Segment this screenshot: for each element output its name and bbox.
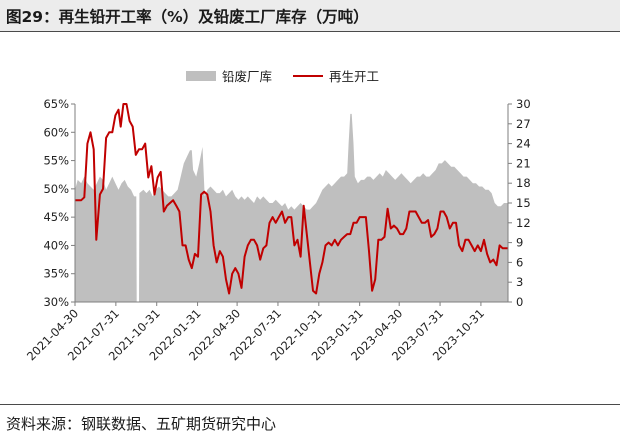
source-note: 资料来源：钢联数据、五矿期货研究中心 [6, 415, 277, 433]
right-tick-label: 18 [516, 176, 531, 190]
right-tick-label: 21 [516, 156, 531, 170]
left-tick-label: 40% [43, 238, 69, 252]
right-tick-label: 27 [516, 117, 531, 131]
area-layer [75, 113, 508, 303]
inventory-area [75, 113, 508, 303]
operating-rate-line [75, 103, 508, 295]
right-tick-label: 9 [516, 236, 523, 250]
left-tick-label: 45% [43, 210, 69, 224]
legend-swatch-inventory [186, 71, 216, 81]
legend: 铅废厂库 再生开工 [186, 69, 379, 84]
left-tick-label: 55% [43, 154, 69, 168]
left-tick-label: 35% [43, 267, 69, 281]
chart: 铅废厂库 再生开工 30% 35% 40% 45% 50% 55% 60% 65% 0 3 6 9 12 1… [24, 69, 531, 363]
left-tick-label: 30% [43, 295, 69, 309]
legend-label-operating-rate: 再生开工 [329, 69, 379, 84]
right-tick-label: 0 [516, 295, 523, 309]
right-tick-label: 12 [516, 216, 531, 230]
right-tick-label: 6 [516, 255, 523, 269]
left-tick-label: 50% [43, 182, 69, 196]
source-bar: 资料来源：钢联数据、五矿期货研究中心 [0, 404, 620, 440]
left-tick-label: 65% [43, 97, 69, 111]
right-tick-label: 15 [516, 196, 531, 210]
legend-label-inventory: 铅废厂库 [222, 69, 272, 84]
left-tick-label: 60% [43, 125, 69, 139]
right-tick-label: 3 [516, 275, 523, 289]
right-tick-label: 30 [516, 97, 531, 111]
right-tick-label: 24 [516, 137, 531, 151]
chart-title: 图29：再生铅开工率（%）及铅废工厂库存（万吨） [6, 8, 369, 26]
axes-layer: 30% 35% 40% 45% 50% 55% 60% 65% 0 3 6 9 12 15 18 21 24 27… [24, 97, 531, 363]
line-layer [75, 103, 508, 295]
title-bar: 图29：再生铅开工率（%）及铅废工厂库存（万吨） [0, 0, 620, 32]
